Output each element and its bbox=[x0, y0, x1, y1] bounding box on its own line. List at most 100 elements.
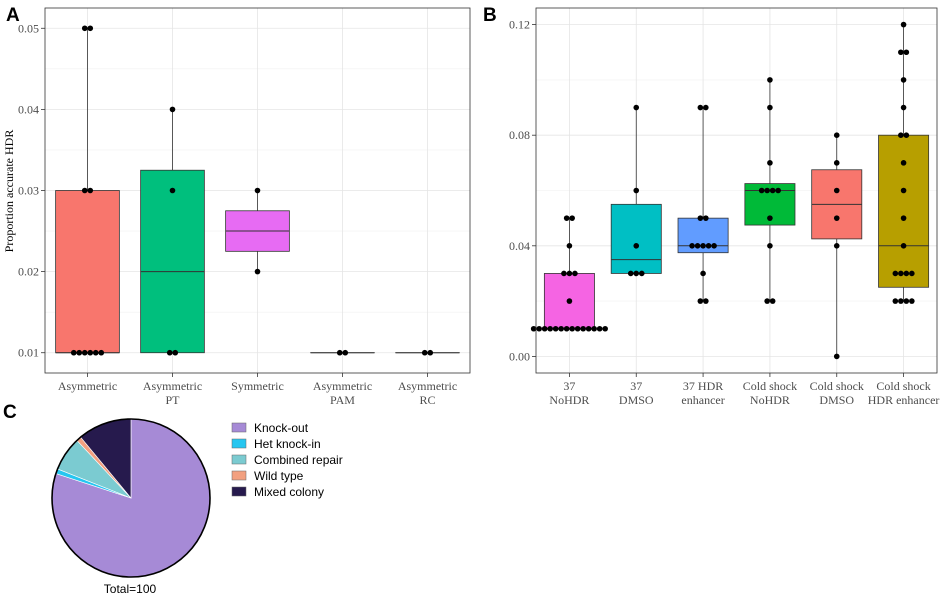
panel-b-point-cold-shock-nohdr bbox=[767, 160, 773, 166]
panel-a-point-asymmetric-pam bbox=[336, 349, 343, 356]
panel-b-x-tick-label-cold-shock-hdr-enhancer: HDR enhancer bbox=[868, 393, 940, 407]
panel-b-point-cold-shock-hdr-enhancer bbox=[903, 298, 910, 304]
panel-b-point-cold-shock-nohdr bbox=[769, 298, 776, 304]
legend-label-combined-repair: Combined repair bbox=[254, 453, 343, 467]
panel-b-box-37-dmso bbox=[610, 203, 662, 274]
panel-a-point-asymmetric bbox=[87, 187, 94, 194]
panel-a-point-symmetric bbox=[254, 268, 261, 275]
panel-b-x-tick-label-37-dmso: DMSO bbox=[619, 393, 654, 407]
panel-a-point-asymmetric-pt bbox=[169, 187, 176, 194]
panel-a-point-asymmetric bbox=[70, 349, 77, 356]
panel-b-point-cold-shock-dmso bbox=[833, 215, 840, 221]
panel-b-x-tick-label-37-hdr-enhancer: 37 HDR bbox=[683, 379, 723, 393]
legend-label-mixed-colony: Mixed colony bbox=[254, 485, 324, 499]
panel-b-point-cold-shock-nohdr bbox=[775, 187, 781, 194]
panel-b-point-cold-shock-nohdr bbox=[767, 215, 773, 221]
panel-a-point-asymmetric-rc bbox=[427, 349, 434, 356]
panel-a-y-tick-label: 0.05 bbox=[18, 21, 39, 35]
panel-a-box-asymmetric bbox=[55, 190, 120, 354]
panel-a-point-asymmetric bbox=[81, 349, 88, 356]
panel-b-point-37-nohdr bbox=[574, 325, 581, 332]
panel-a-plot-border bbox=[44, 7, 471, 374]
panel-b-point-37-nohdr bbox=[569, 325, 575, 332]
panel-a-y-tick-label: 0.03 bbox=[18, 184, 39, 198]
panel-b-point-37-nohdr bbox=[602, 325, 608, 332]
panel-a-x-tick-label-asymmetric: Asymmetric bbox=[58, 379, 117, 393]
panel-b-point-37-hdr-enhancer bbox=[694, 243, 701, 249]
panel-a-y-tick-label: 0.02 bbox=[18, 265, 39, 279]
panel-b-point-cold-shock-dmso bbox=[833, 132, 840, 138]
panel-b-point-37-nohdr bbox=[541, 325, 548, 332]
panel-b-point-cold-shock-hdr-enhancer bbox=[903, 132, 910, 138]
panel-b-point-37-nohdr bbox=[580, 325, 586, 332]
panel-b-point-cold-shock-nohdr bbox=[767, 243, 773, 249]
panel-b-point-37-hdr-enhancer bbox=[700, 270, 706, 277]
panel-a-point-asymmetric bbox=[98, 349, 105, 356]
legend-label-wild-type: Wild type bbox=[254, 469, 304, 483]
panel-b-point-cold-shock-hdr-enhancer bbox=[900, 104, 907, 111]
panel-b-point-cold-shock-hdr-enhancer bbox=[898, 270, 904, 277]
panel-b-x-tick-label-cold-shock-dmso: DMSO bbox=[819, 393, 854, 407]
panel-a-box-asymmetric-pt bbox=[140, 169, 205, 354]
panel-letter-a: A bbox=[6, 5, 20, 26]
panel-b-point-37-nohdr bbox=[596, 325, 603, 332]
panel-b-point-37-hdr-enhancer bbox=[703, 104, 709, 111]
panel-b-point-cold-shock-hdr-enhancer bbox=[900, 187, 907, 194]
legend-label-knock-out: Knock-out bbox=[254, 421, 309, 435]
panel-b-point-37-dmso bbox=[633, 270, 640, 277]
panel-b-point-cold-shock-nohdr bbox=[767, 77, 773, 83]
panel-b-point-cold-shock-hdr-enhancer bbox=[898, 49, 904, 56]
panel-b-point-37-nohdr bbox=[530, 325, 537, 332]
panel-a-point-asymmetric bbox=[76, 349, 83, 356]
panel-a-x-tick-label-asymmetric-rc: Asymmetric bbox=[398, 379, 457, 393]
panel-letter-c: C bbox=[3, 402, 17, 423]
panel-b-point-cold-shock-hdr-enhancer bbox=[900, 77, 907, 83]
panel-b-x-tick-label-cold-shock-nohdr: Cold shock bbox=[743, 379, 797, 393]
panel-b-y-tick-label: 0.04 bbox=[509, 239, 530, 253]
panel-b-point-cold-shock-hdr-enhancer bbox=[909, 298, 915, 304]
panel-b-x-tick-label-37-hdr-enhancer: enhancer bbox=[681, 393, 724, 407]
panel-b-point-cold-shock-hdr-enhancer bbox=[898, 298, 904, 304]
panel-b-point-37-hdr-enhancer bbox=[697, 104, 704, 111]
panel-b-point-37-nohdr bbox=[566, 298, 573, 304]
panel-b-point-cold-shock-nohdr bbox=[758, 187, 765, 194]
panel-b-point-37-nohdr bbox=[591, 325, 597, 332]
panel-a-x-tick-label-asymmetric-rc: RC bbox=[419, 393, 435, 407]
panel-b-box-cold-shock-hdr-enhancer bbox=[878, 134, 930, 288]
panel-a-y-tick-label: 0.01 bbox=[18, 346, 39, 360]
panel-a-point-asymmetric-pt bbox=[172, 349, 179, 356]
panel-b-point-37-nohdr bbox=[566, 243, 573, 249]
panel-a-x-tick-label-asymmetric-pam: PAM bbox=[330, 393, 355, 407]
panel-b-point-37-hdr-enhancer bbox=[705, 243, 712, 249]
panel-b-point-cold-shock-hdr-enhancer bbox=[900, 215, 907, 221]
panel-b-x-tick-label-37-dmso: 37 bbox=[630, 379, 642, 393]
panel-b-point-cold-shock-hdr-enhancer bbox=[900, 160, 907, 166]
panel-a-point-asymmetric bbox=[87, 25, 94, 32]
pie-total-label: Total=100 bbox=[104, 582, 157, 595]
panel-a-y-tick-label: 0.04 bbox=[18, 102, 39, 116]
panel-a-y-axis-title: Proportion accurate HDR bbox=[2, 130, 16, 253]
panel-a-x-tick-label-asymmetric-pam: Asymmetric bbox=[313, 379, 372, 393]
panel-b-point-cold-shock-hdr-enhancer bbox=[892, 270, 899, 277]
panel-b-point-37-dmso bbox=[633, 187, 640, 194]
panel-c-pie: Total=100 Knock-out Het knock-in Combined … bbox=[51, 418, 343, 595]
panel-b-point-cold-shock-hdr-enhancer bbox=[900, 21, 907, 28]
panel-b-y-tick-label: 0.12 bbox=[509, 18, 530, 32]
panel-b-point-37-hdr-enhancer bbox=[689, 243, 695, 249]
panel-b-point-cold-shock-hdr-enhancer bbox=[903, 270, 910, 277]
panel-b-point-cold-shock-hdr-enhancer bbox=[909, 270, 915, 277]
panel-b-point-37-hdr-enhancer bbox=[703, 298, 709, 304]
legend-swatch-mixed-colony bbox=[231, 486, 247, 497]
legend-swatch-combined-repair bbox=[231, 454, 247, 465]
panel-b-x-tick-label-37-nohdr: 37 bbox=[563, 379, 575, 393]
panel-b-point-cold-shock-nohdr bbox=[764, 298, 770, 304]
panel-b-point-37-dmso bbox=[633, 243, 640, 249]
panel-b-point-37-dmso bbox=[633, 104, 640, 111]
panel-b-x-tick-label-cold-shock-dmso: Cold shock bbox=[810, 379, 864, 393]
panel-b-point-cold-shock-hdr-enhancer bbox=[900, 243, 907, 249]
panel-b-y-tick-label: 0.08 bbox=[509, 128, 530, 142]
panel-b-point-37-nohdr bbox=[569, 215, 575, 221]
panel-b-point-37-nohdr bbox=[585, 325, 592, 332]
panel-b-point-37-hdr-enhancer bbox=[703, 215, 709, 221]
